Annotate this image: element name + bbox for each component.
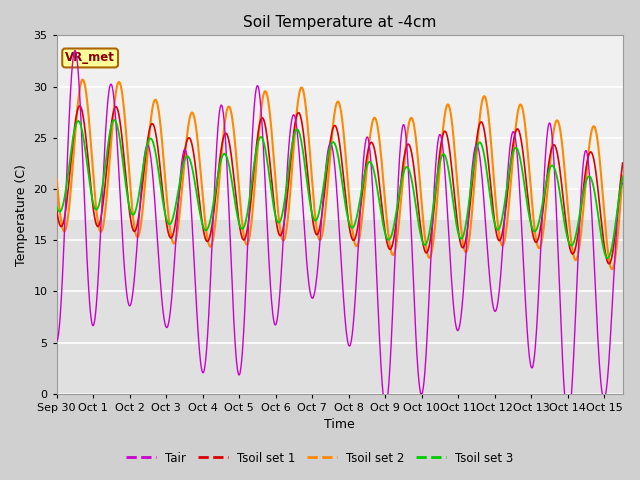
Text: VR_met: VR_met [65, 51, 115, 64]
X-axis label: Time: Time [324, 419, 355, 432]
Legend: Tair, Tsoil set 1, Tsoil set 2, Tsoil set 3: Tair, Tsoil set 1, Tsoil set 2, Tsoil se… [122, 447, 518, 469]
Title: Soil Temperature at -4cm: Soil Temperature at -4cm [243, 15, 436, 30]
Bar [57, 36, 623, 220]
Bar [57, 220, 623, 394]
Y-axis label: Temperature (C): Temperature (C) [15, 164, 28, 265]
